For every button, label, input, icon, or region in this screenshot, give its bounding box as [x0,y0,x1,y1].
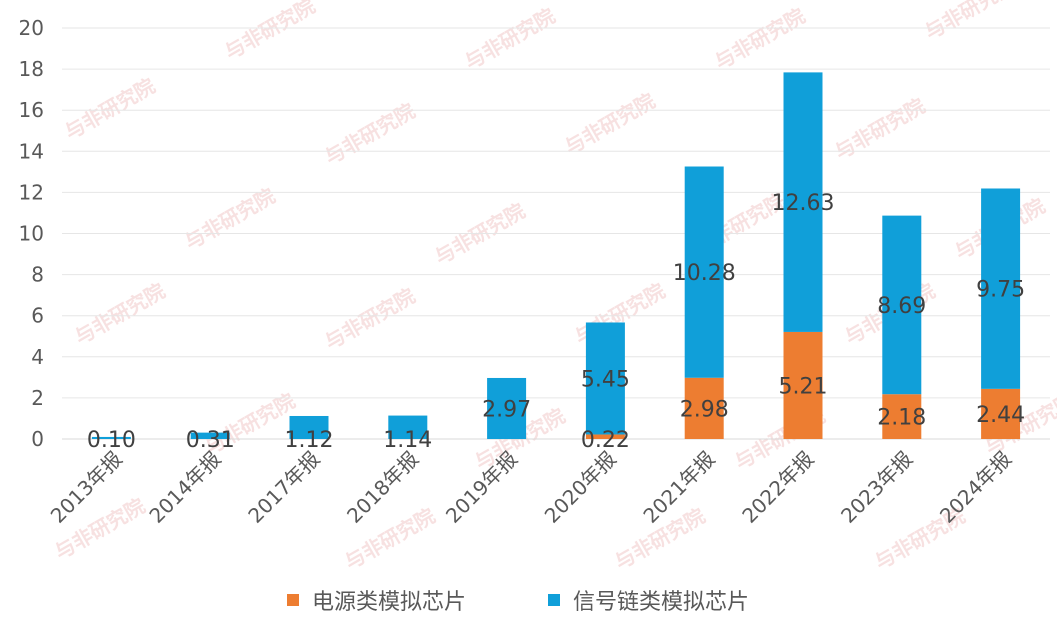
watermark-text: 与非研究院 [321,284,420,355]
data-label-power: 0.22 [581,428,630,453]
x-axis: 2013年报 2014年报 2017年报 2018年报 2019年报 2020年报 2021… [46,447,1016,528]
bar-power [882,394,922,439]
y-tick-label: 20 [19,16,44,40]
data-labels: 0.10 0.31 1.12 1.14 2.97 0.22 5.45 2.98 10.28 5.2… [87,191,1025,453]
legend-swatch-signal [548,594,560,606]
y-tick-label: 4 [31,345,44,369]
x-tick-label: 2017年报 [243,447,324,528]
legend-label-signal: 信号链类模拟芯片 [573,590,749,615]
data-label-power: 2.18 [877,406,926,431]
data-label-signal: 1.12 [285,428,334,453]
data-label-signal: 5.45 [581,367,630,392]
bar-signal [190,432,230,439]
y-tick-label: 2 [31,386,44,410]
watermark-text: 与非研究院 [321,99,420,170]
y-tick-label: 0 [31,427,44,451]
bar-signal [91,436,131,439]
y-tick-label: 14 [19,139,44,163]
watermark-text: 与非研究院 [921,0,1020,44]
data-label-signal: 1.14 [383,428,432,453]
data-label-signal: 8.69 [877,294,926,319]
watermark-text: 与非研究院 [561,89,660,160]
bar-signal [882,215,922,395]
watermark-text: 与非研究院 [711,4,810,75]
data-label-signal: 12.63 [772,191,835,216]
legend-swatch-power [287,594,299,606]
data-label-signal: 9.75 [976,278,1025,303]
bar-signal [487,377,527,439]
y-tick-label: 10 [19,222,44,246]
x-tick-label: 2014年报 [144,447,225,528]
bar-power [783,331,823,439]
data-label-signal: 2.97 [482,397,531,422]
bar-signal [585,322,625,435]
data-label-signal: 0.10 [87,428,136,453]
y-tick-label: 12 [19,180,44,204]
bar-signal [289,415,329,439]
y-tick-label: 16 [19,98,44,122]
watermark-text: 与非研究院 [61,74,160,145]
watermark-text: 与非研究院 [831,94,930,165]
bar-power [684,377,724,439]
y-tick-label: 8 [31,263,44,287]
watermark-text: 与非研究院 [461,4,560,75]
bar-signal [783,72,823,332]
y-tick-label: 6 [31,304,44,328]
data-label-power: 2.98 [680,397,729,422]
watermark-text: 与非研究院 [71,279,170,350]
data-label-power: 5.21 [779,374,828,399]
x-tick-label: 2020年报 [540,447,621,528]
bar-signal [684,166,724,378]
x-tick-label: 2023年报 [836,447,917,528]
x-tick-label: 2024年报 [935,447,1016,528]
watermark-text: 与非研究院 [221,0,320,64]
bars [91,72,1021,439]
y-tick-label: 18 [19,57,44,81]
legend-label-power: 电源类模拟芯片 [312,590,466,615]
watermark-text: 与非研究院 [181,184,280,255]
bar-signal [981,188,1021,389]
bar-power [981,388,1021,439]
y-axis: 0 2 4 6 8 10 12 14 16 18 20 [19,16,44,451]
bar-power [585,434,625,439]
data-label-signal: 10.28 [673,261,736,286]
legend: 电源类模拟芯片 信号链类模拟芯片 [287,590,749,615]
bar-signal [388,415,428,439]
data-label-power: 2.44 [976,403,1025,428]
data-label-signal: 0.31 [186,428,235,453]
